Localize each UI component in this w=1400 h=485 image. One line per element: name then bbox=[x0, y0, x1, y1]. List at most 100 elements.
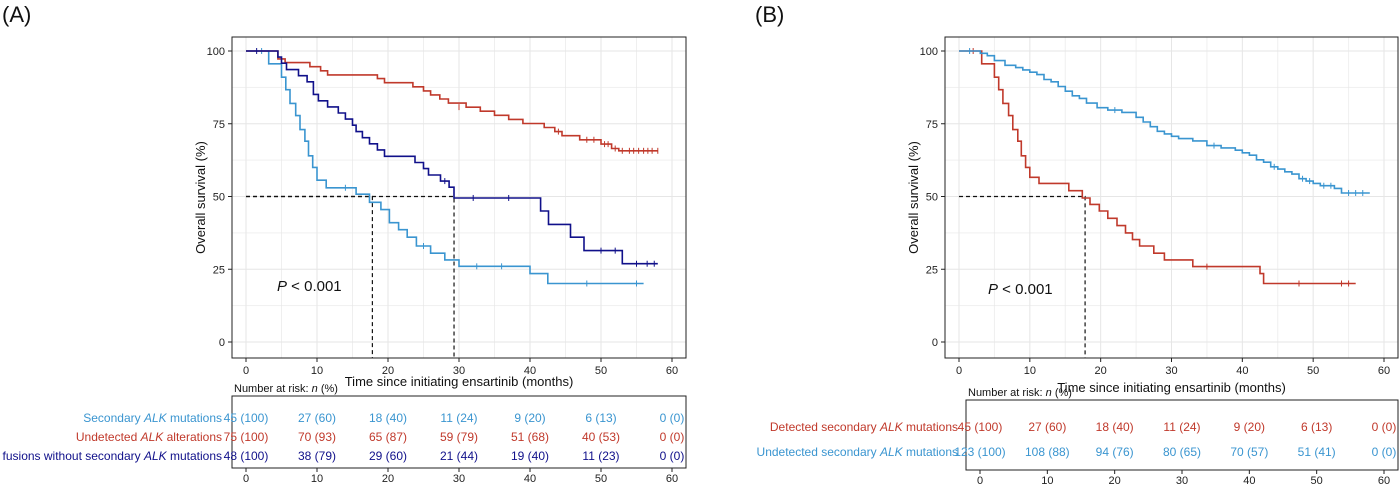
y-tick-label: 75 bbox=[926, 119, 938, 131]
risk-value: 65 (87) bbox=[369, 430, 407, 444]
risk-x-tick-label: 0 bbox=[243, 473, 249, 485]
y-axis-title: Overall survival (%) bbox=[906, 141, 921, 254]
risk-value: 18 (40) bbox=[369, 411, 407, 425]
risk-x-tick-label: 50 bbox=[595, 473, 607, 485]
x-tick-label: 0 bbox=[243, 365, 249, 377]
risk-value: 9 (20) bbox=[1234, 420, 1265, 434]
panel-label: (A) bbox=[2, 2, 31, 27]
y-tick-label: 50 bbox=[213, 192, 225, 204]
panel-b: (B) 0 25 50 75 100 0 10 20 30 40 50 60 Time since ini… bbox=[755, 2, 1399, 485]
risk-value: 29 (60) bbox=[369, 449, 407, 463]
y-axis-title: Overall survival (%) bbox=[193, 141, 208, 254]
risk-x-tick-label: 50 bbox=[1311, 475, 1323, 485]
x-axis-title: Time since initiating ensartinib (months… bbox=[1057, 380, 1286, 395]
risk-value: 108 (88) bbox=[1025, 445, 1070, 459]
risk-value: 27 (60) bbox=[298, 411, 336, 425]
risk-table-title: Number at risk: n (%) bbox=[234, 383, 338, 395]
risk-value: 123 (100) bbox=[954, 445, 1005, 459]
risk-name-gene: ALK bbox=[879, 420, 904, 434]
risk-value: 6 (13) bbox=[1301, 420, 1332, 434]
risk-value: 94 (76) bbox=[1096, 445, 1134, 459]
risk-name-post: mutations bbox=[167, 411, 222, 425]
risk-name-gene-2: ALK bbox=[143, 449, 168, 463]
risk-x-tick-label: 60 bbox=[666, 473, 678, 485]
survival-curve bbox=[246, 50, 658, 152]
risk-value: 18 (40) bbox=[1096, 420, 1134, 434]
risk-name-post: mutations bbox=[903, 420, 958, 434]
y-tick-label: 75 bbox=[213, 119, 225, 131]
risk-x-tick-label: 30 bbox=[1176, 475, 1188, 485]
x-tick-label: 20 bbox=[1095, 365, 1107, 377]
p-value-symbol: P bbox=[277, 278, 287, 295]
risk-value: 11 (23) bbox=[582, 449, 619, 463]
risk-x-tick-label: 40 bbox=[524, 473, 536, 485]
survival-curve bbox=[959, 50, 1370, 194]
x-tick-label: 10 bbox=[1024, 365, 1036, 377]
risk-value: 45 (100) bbox=[224, 411, 269, 425]
y-tick-label: 25 bbox=[926, 264, 938, 276]
risk-table-frame bbox=[965, 399, 1399, 471]
x-tick-label: 50 bbox=[1307, 365, 1319, 377]
risk-name-gene: ALK bbox=[879, 445, 904, 459]
risk-value: 9 (20) bbox=[514, 411, 545, 425]
risk-value: 0 (0) bbox=[1372, 445, 1397, 459]
risk-value: 11 (24) bbox=[440, 411, 477, 425]
risk-x-tick-label: 20 bbox=[1109, 475, 1121, 485]
risk-value: 11 (24) bbox=[1163, 420, 1200, 434]
risk-value: 27 (60) bbox=[1028, 420, 1066, 434]
risk-title-prefix: Number at risk: bbox=[234, 383, 312, 395]
risk-row-name: Undetected ALK alterations bbox=[76, 430, 222, 444]
risk-x-tick-label: 40 bbox=[1243, 475, 1255, 485]
risk-title-n: n bbox=[312, 383, 318, 395]
p-value-text: < 0.001 bbox=[998, 281, 1053, 298]
risk-value: 38 (79) bbox=[298, 449, 336, 463]
risk-title-suffix: (%) bbox=[318, 383, 338, 395]
risk-x-tick-label: 0 bbox=[977, 475, 983, 485]
risk-title-suffix: (%) bbox=[1052, 387, 1072, 399]
risk-name-gene: ALK bbox=[143, 411, 168, 425]
y-tick-label: 0 bbox=[932, 337, 938, 349]
risk-title-prefix: Number at risk: bbox=[968, 387, 1046, 399]
risk-name-pre: Undetected bbox=[76, 430, 141, 444]
risk-value: 45 (100) bbox=[958, 420, 1003, 434]
survival-curve bbox=[246, 50, 658, 265]
median-line bbox=[246, 195, 455, 358]
y-tick-label: 50 bbox=[926, 192, 938, 204]
risk-name-pre: Secondary bbox=[83, 411, 144, 425]
risk-x-tick-label: 20 bbox=[382, 473, 394, 485]
y-tick-label: 25 bbox=[213, 264, 225, 276]
risk-value: 70 (57) bbox=[1230, 445, 1268, 459]
risk-name-post: alterations bbox=[163, 430, 222, 444]
p-value: P < 0.001 bbox=[277, 278, 342, 295]
risk-value: 59 (79) bbox=[440, 430, 478, 444]
risk-value: 0 (0) bbox=[1372, 420, 1397, 434]
risk-x-tick-label: 10 bbox=[1041, 475, 1053, 485]
x-tick-label: 60 bbox=[1378, 365, 1390, 377]
p-value-symbol: P bbox=[988, 281, 998, 298]
risk-table-title: Number at risk: n (%) bbox=[968, 387, 1072, 399]
risk-value: 0 (0) bbox=[660, 449, 685, 463]
risk-name-post: fusions without secondary bbox=[0, 449, 144, 463]
x-axis-title: Time since initiating ensartinib (months… bbox=[345, 374, 574, 389]
panel-label: (B) bbox=[755, 2, 784, 27]
y-tick-label: 100 bbox=[920, 46, 938, 58]
x-tick-label: 30 bbox=[1165, 365, 1177, 377]
p-value-text: < 0.001 bbox=[287, 278, 342, 295]
risk-value: 51 (68) bbox=[511, 430, 549, 444]
risk-x-tick-label: 60 bbox=[1378, 475, 1390, 485]
risk-value: 70 (93) bbox=[298, 430, 336, 444]
risk-value: 51 (41) bbox=[1298, 445, 1336, 459]
risk-value: 80 (65) bbox=[1163, 445, 1201, 459]
risk-row-name: Detected secondary ALK mutations bbox=[770, 420, 958, 434]
x-tick-label: 60 bbox=[666, 365, 678, 377]
risk-name-post: mutations bbox=[903, 445, 958, 459]
x-tick-label: 50 bbox=[595, 365, 607, 377]
survival-curve bbox=[959, 50, 1356, 285]
risk-value: 6 (13) bbox=[585, 411, 616, 425]
risk-value: 48 (100) bbox=[224, 449, 269, 463]
risk-name-pre: Undetected secondary bbox=[757, 445, 880, 459]
risk-x-tick-label: 10 bbox=[311, 473, 323, 485]
survival-curve bbox=[246, 50, 644, 285]
